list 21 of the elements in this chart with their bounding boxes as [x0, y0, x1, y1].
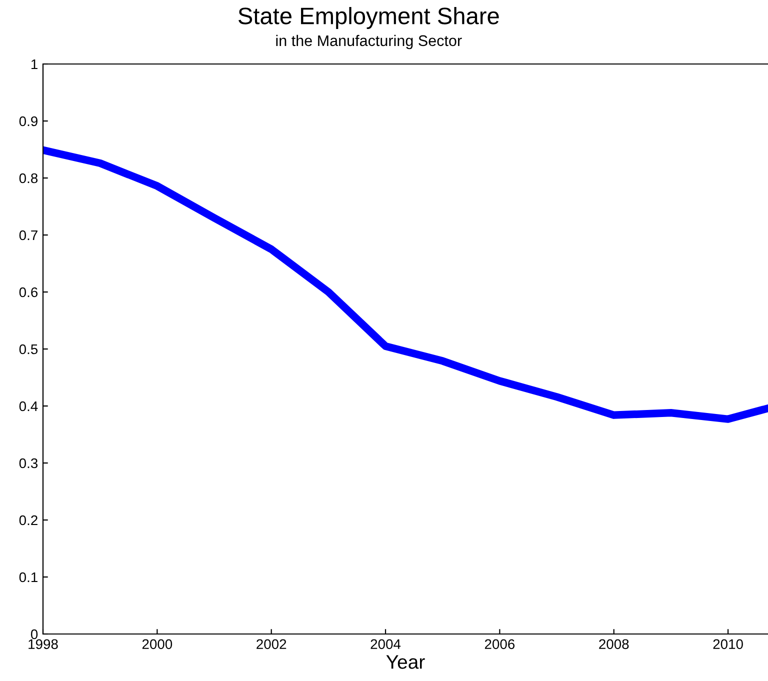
x-axis-title: Year — [386, 655, 425, 669]
x-tick-label: 2002 — [256, 639, 286, 650]
x-tick-label: 2004 — [370, 639, 401, 650]
y-tick-label: 0.6 — [19, 287, 38, 298]
x-tick-label: 2010 — [713, 639, 743, 650]
y-tick-label: 0.2 — [19, 515, 38, 526]
y-tick-label: 0 — [30, 629, 38, 640]
chart-title: State Employment Share — [238, 6, 499, 30]
y-tick-label: 0.1 — [19, 572, 38, 582]
y-tick-label: 0.5 — [19, 344, 38, 354]
x-tick-label: 2000 — [142, 639, 172, 650]
y-tick-label: 0.8 — [19, 173, 38, 184]
y-tick-label: 0.7 — [19, 230, 38, 240]
x-tick-label: 2006 — [484, 639, 515, 650]
y-tick-label: 0.9 — [19, 116, 38, 126]
y-tick-label: 0.4 — [19, 401, 38, 412]
y-tick-label: 0.3 — [19, 458, 38, 468]
x-tick-label: 2008 — [599, 639, 629, 650]
y-tick-label: 1 — [31, 59, 38, 70]
x-tick-label: 1998 — [28, 639, 58, 650]
chart-subtitle: in the Manufacturing Sector — [276, 34, 462, 50]
